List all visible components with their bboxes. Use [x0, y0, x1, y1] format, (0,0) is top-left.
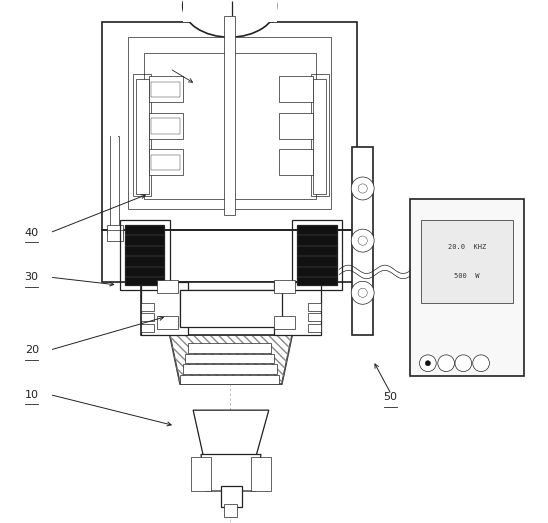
Polygon shape — [170, 335, 292, 384]
Circle shape — [358, 236, 367, 245]
Circle shape — [351, 229, 374, 252]
Bar — [151, 155, 180, 170]
Bar — [274, 282, 321, 335]
Circle shape — [351, 281, 374, 304]
Bar — [279, 76, 313, 103]
Bar — [136, 79, 149, 194]
Bar — [125, 225, 164, 285]
Circle shape — [425, 360, 431, 366]
Bar — [313, 79, 326, 194]
Bar — [144, 53, 316, 199]
Bar — [279, 113, 313, 139]
Bar — [141, 303, 154, 311]
Bar — [141, 324, 154, 332]
Bar — [133, 74, 151, 196]
Bar — [141, 313, 154, 322]
Text: 20.0  KHZ: 20.0 KHZ — [448, 244, 486, 251]
Bar — [107, 230, 123, 241]
Bar — [128, 37, 332, 209]
Circle shape — [473, 355, 489, 371]
Bar — [193, 462, 209, 488]
Bar — [188, 344, 271, 353]
Bar — [225, 504, 237, 517]
Bar — [185, 354, 274, 363]
Bar — [110, 137, 119, 230]
Bar — [191, 457, 212, 491]
Bar — [149, 76, 182, 103]
Bar — [107, 225, 123, 233]
Bar — [141, 282, 188, 335]
Bar — [274, 280, 295, 293]
Bar — [279, 150, 313, 175]
Polygon shape — [201, 454, 261, 491]
Bar — [225, 16, 235, 214]
Bar — [102, 230, 357, 282]
Bar — [182, 364, 277, 373]
Ellipse shape — [182, 0, 277, 37]
Bar — [157, 280, 178, 293]
Bar — [102, 230, 357, 282]
Text: 40: 40 — [25, 228, 39, 238]
Bar — [149, 150, 182, 175]
Bar — [274, 316, 295, 329]
Bar — [157, 316, 178, 329]
Text: 30: 30 — [25, 272, 39, 282]
Polygon shape — [193, 410, 269, 457]
Circle shape — [420, 355, 436, 371]
Bar — [102, 21, 357, 230]
Circle shape — [455, 355, 472, 371]
Bar — [102, 21, 357, 230]
Bar — [120, 220, 170, 290]
Bar — [111, 137, 117, 230]
Text: 20: 20 — [25, 345, 39, 355]
Bar — [250, 457, 271, 491]
Bar — [182, 0, 277, 21]
Bar — [311, 74, 329, 196]
Bar — [308, 324, 321, 332]
Bar — [180, 290, 282, 327]
Circle shape — [438, 355, 454, 371]
Text: 10: 10 — [25, 390, 39, 400]
Bar — [221, 486, 242, 507]
Bar — [292, 220, 342, 290]
Bar — [409, 199, 524, 376]
Bar — [180, 290, 282, 327]
Bar — [151, 118, 180, 134]
Bar — [149, 113, 182, 139]
Circle shape — [358, 184, 367, 193]
Bar — [298, 225, 336, 285]
Circle shape — [358, 288, 367, 298]
Bar — [253, 462, 269, 488]
Bar — [421, 220, 513, 303]
Bar — [308, 303, 321, 311]
Bar — [352, 147, 373, 335]
Bar — [180, 374, 279, 384]
Bar — [151, 82, 180, 97]
Circle shape — [351, 177, 374, 200]
Text: 500  W: 500 W — [454, 272, 480, 279]
Text: 50: 50 — [384, 392, 397, 402]
Bar — [141, 282, 318, 335]
Bar — [308, 313, 321, 322]
